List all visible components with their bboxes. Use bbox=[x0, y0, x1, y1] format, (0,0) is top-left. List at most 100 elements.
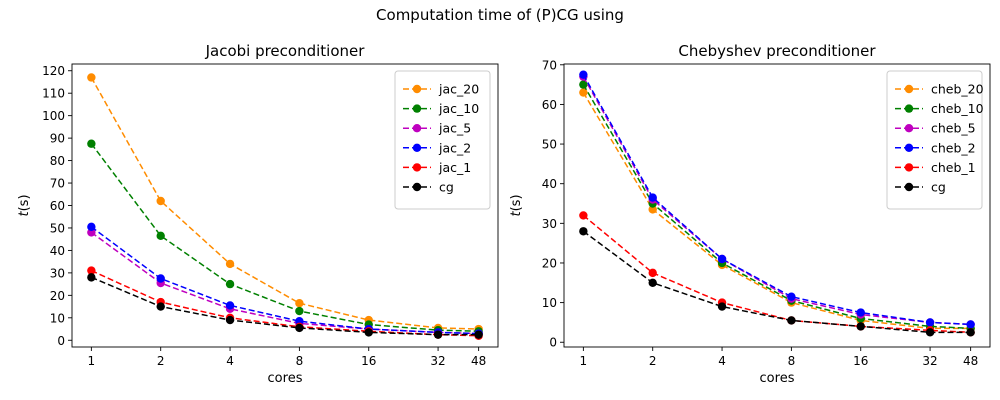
y-tick-label: 10 bbox=[542, 296, 557, 310]
y-tick-label: 80 bbox=[50, 154, 65, 168]
legend-swatch-marker bbox=[412, 84, 422, 94]
data-point bbox=[87, 139, 96, 148]
legend-label: cg bbox=[931, 180, 946, 195]
legend-label: jac_10 bbox=[438, 101, 479, 116]
y-tick-label: 0 bbox=[57, 334, 65, 348]
x-tick-label: 2 bbox=[649, 354, 657, 368]
x-tick-label: 48 bbox=[471, 354, 486, 368]
data-point bbox=[648, 268, 657, 278]
y-tick-label: 90 bbox=[50, 132, 65, 146]
x-tick-label: 48 bbox=[963, 354, 978, 368]
data-point bbox=[156, 231, 165, 241]
y-tick-label: 50 bbox=[50, 221, 65, 235]
y-tick-label: 10 bbox=[50, 311, 65, 325]
x-tick-label: 4 bbox=[226, 354, 234, 368]
legend-swatch-marker bbox=[412, 124, 422, 133]
x-tick-label: 1 bbox=[580, 354, 588, 368]
data-point bbox=[225, 301, 235, 310]
data-point bbox=[87, 222, 96, 232]
x-tick-label: 2 bbox=[157, 354, 165, 368]
legend-label: cheb_10 bbox=[931, 101, 984, 116]
data-point bbox=[648, 193, 657, 202]
x-tick-label: 32 bbox=[430, 354, 445, 368]
chart-title: Chebyshev preconditioner bbox=[678, 42, 876, 60]
data-point bbox=[787, 316, 796, 325]
legend-label: cg bbox=[439, 180, 454, 195]
y-tick-label: 70 bbox=[542, 58, 557, 72]
y-tick-label: 60 bbox=[50, 199, 65, 213]
data-point bbox=[225, 279, 235, 289]
plot-frame bbox=[563, 63, 991, 348]
data-point bbox=[648, 278, 657, 287]
data-point bbox=[925, 328, 935, 337]
data-point bbox=[225, 315, 235, 325]
legend-swatch-marker bbox=[412, 182, 422, 192]
data-point bbox=[925, 318, 935, 327]
data-point bbox=[156, 196, 165, 206]
legend-label: cheb_5 bbox=[931, 121, 976, 136]
legend-swatch-marker bbox=[412, 143, 422, 152]
data-point bbox=[295, 299, 304, 308]
x-tick-label: 16 bbox=[853, 354, 868, 368]
legend-label: jac_2 bbox=[438, 140, 471, 155]
data-point bbox=[87, 73, 96, 82]
series-cg bbox=[87, 273, 483, 339]
data-point bbox=[579, 70, 588, 79]
figure-title: Computation time of (P)CG using bbox=[376, 6, 624, 24]
data-point bbox=[717, 302, 727, 311]
data-point bbox=[787, 292, 796, 301]
x-axis-label: cores bbox=[268, 371, 303, 386]
y-tick-label: 120 bbox=[42, 64, 65, 78]
legend-label: jac_20 bbox=[438, 82, 479, 97]
y-tick-label: 100 bbox=[42, 109, 65, 123]
series-cg bbox=[579, 227, 975, 337]
y-axis-label: t(s) bbox=[17, 194, 32, 216]
legend: cheb_20 cheb_10 cheb_5 cheb_2 cheb_1cg bbox=[886, 70, 984, 210]
y-tick-label: 30 bbox=[542, 217, 557, 231]
x-tick-label: 8 bbox=[788, 354, 796, 368]
legend-swatch-marker bbox=[904, 163, 914, 172]
data-point bbox=[966, 328, 975, 337]
chart-title: Jacobi preconditioner bbox=[205, 42, 366, 60]
legend-swatch-marker bbox=[904, 182, 914, 192]
legend-label: cheb_20 bbox=[931, 82, 984, 97]
data-point bbox=[474, 330, 483, 339]
data-point bbox=[295, 323, 304, 333]
y-tick-label: 110 bbox=[42, 87, 65, 101]
y-tick-label: 20 bbox=[50, 289, 65, 303]
y-tick-label: 50 bbox=[542, 138, 557, 152]
y-tick-label: 0 bbox=[549, 336, 557, 350]
data-point bbox=[717, 254, 727, 264]
x-axis-label: cores bbox=[760, 371, 795, 386]
legend-label: jac_5 bbox=[438, 121, 471, 136]
legend: jac_20 jac_10 jac_5 jac_2 jac_1cg bbox=[394, 70, 491, 210]
x-tick-label: 32 bbox=[922, 354, 937, 368]
legend-swatch-marker bbox=[412, 163, 422, 172]
legend-label: cheb_1 bbox=[931, 160, 976, 175]
data-point bbox=[856, 322, 865, 331]
x-tick-label: 1 bbox=[88, 354, 96, 368]
data-point bbox=[87, 266, 96, 275]
data-point bbox=[156, 302, 165, 311]
legend-swatch-marker bbox=[904, 143, 914, 152]
data-point bbox=[856, 308, 865, 317]
y-tick-label: 70 bbox=[50, 177, 65, 191]
y-tick-label: 30 bbox=[50, 266, 65, 280]
data-point bbox=[87, 273, 96, 282]
data-point bbox=[433, 330, 443, 339]
data-point bbox=[579, 211, 588, 220]
x-tick-label: 16 bbox=[361, 354, 376, 368]
y-tick-label: 60 bbox=[542, 98, 557, 112]
x-tick-label: 4 bbox=[718, 354, 726, 368]
legend-swatch-marker bbox=[904, 124, 914, 133]
data-point bbox=[579, 227, 588, 236]
series-cheb_2 bbox=[579, 70, 975, 329]
data-point bbox=[364, 328, 373, 337]
legend-swatch-marker bbox=[412, 104, 422, 113]
x-tick-label: 8 bbox=[296, 354, 304, 368]
legend-swatch-marker bbox=[904, 104, 914, 113]
